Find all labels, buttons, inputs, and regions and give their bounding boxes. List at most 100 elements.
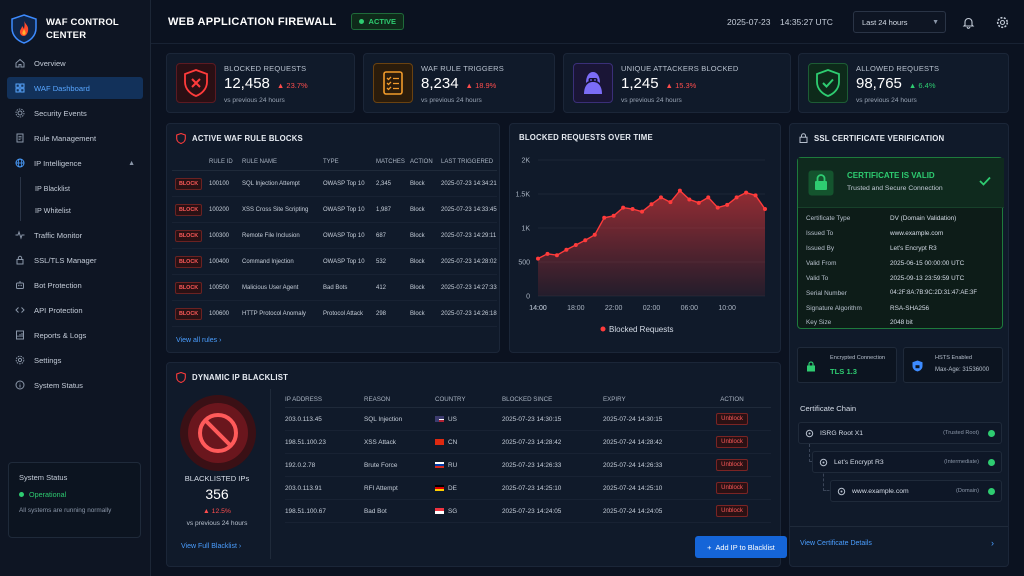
table-row[interactable]: BLOCK 100600 HTTP Protocol Anomaly Proto…	[172, 301, 497, 327]
chain-item-intermediate[interactable]: Let's Encrypt R3 (Intermediate)	[812, 451, 1002, 473]
sidebar-item-ssl-tls-manager[interactable]: SSL/TLS Manager	[7, 249, 143, 271]
chain-item-domain[interactable]: www.example.com (Domain)	[830, 480, 1002, 502]
blocked-since: 2025-07-23 14:25:10	[502, 484, 562, 492]
data-point	[630, 206, 635, 211]
rule-name: Remote File Inclusion	[242, 232, 300, 239]
sidebar-item-ip-intelligence[interactable]: IP Intelligence ▲	[7, 152, 143, 174]
sidebar-nav: Overview WAF Dashboard Security Events R…	[0, 52, 150, 396]
blocked-circle-icon	[180, 395, 256, 471]
cert-detail-value: 04:2F:8A:7B:9C:2D:31:47:AE:3F	[890, 290, 978, 296]
y-tick-label: 1K	[521, 226, 530, 233]
report-icon	[14, 330, 25, 341]
rule-last-triggered: 2025-07-23 14:28:02	[441, 258, 497, 265]
table-row: 203.0.113.45 SQL Injection US 2025-07-23…	[285, 408, 771, 431]
block-badge: BLOCK	[175, 177, 203, 190]
data-point	[640, 209, 645, 214]
lock-icon	[799, 133, 808, 143]
sidebar-item-security-events[interactable]: Security Events	[7, 102, 143, 124]
rule-action: Block	[410, 206, 425, 213]
sidebar-item-api-protection[interactable]: API Protection	[7, 299, 143, 321]
view-certificate-details-link[interactable]: View Certificate Details	[800, 540, 872, 547]
data-point	[611, 213, 616, 218]
rule-matches: 1,987	[376, 206, 392, 213]
table-row[interactable]: BLOCK 100400 Command Injection OWASP Top…	[172, 249, 497, 275]
table-row[interactable]: BLOCK 100100 SQL Injection Attempt OWASP…	[172, 171, 497, 197]
x-tick-label: 14:00	[529, 305, 547, 312]
globe-icon	[14, 158, 25, 169]
table-row[interactable]: BLOCK 100300 Remote File Inclusion OWASP…	[172, 223, 497, 249]
unblock-button[interactable]: Unblock	[716, 505, 748, 517]
blacklisted-change-value: 12.5%	[211, 508, 231, 515]
ssl-title: SSL CERTIFICATE VERIFICATION	[814, 133, 945, 143]
sidebar-item-waf-dashboard[interactable]: WAF Dashboard	[7, 77, 143, 99]
sidebar-item-label: IP Intelligence	[34, 158, 82, 168]
unblock-button[interactable]: Unblock	[716, 482, 748, 494]
unblock-button[interactable]: Unblock	[716, 413, 748, 425]
sidebar-item-reports-logs[interactable]: Reports & Logs	[7, 324, 143, 346]
stat-sub: vs previous 24 hours	[621, 97, 682, 104]
unblock-button[interactable]: Unblock	[716, 436, 748, 448]
link-icon	[805, 429, 814, 437]
link-icon	[837, 487, 846, 495]
chevron-right-icon[interactable]: ›	[991, 538, 994, 548]
header-date: 2025-07-23	[727, 16, 771, 27]
chain-tag: (Intermediate)	[944, 459, 979, 465]
bell-icon[interactable]	[959, 13, 977, 31]
hooded-attacker-icon	[584, 72, 602, 94]
rule-blocks-panel: ACTIVE WAF RULE BLOCKS RULE ID RULE NAME…	[166, 123, 500, 353]
time-range-select[interactable]: Last 24 hours ▼	[853, 11, 946, 33]
view-all-rules-link[interactable]: View all rules ›	[176, 337, 222, 344]
sidebar-item-settings[interactable]: Settings	[7, 349, 143, 371]
link-icon	[819, 458, 828, 466]
panel-title: ACTIVE WAF RULE BLOCKS	[176, 133, 303, 144]
country-code: US	[448, 415, 457, 423]
unblock-button[interactable]: Unblock	[716, 459, 748, 471]
add-ip-label: Add IP to Blacklist	[715, 542, 775, 552]
panel-title: DYNAMIC IP BLACKLIST	[176, 372, 288, 383]
column-header: REASON	[364, 395, 391, 403]
rule-type: OWASP Top 10	[323, 180, 365, 187]
data-point	[554, 253, 559, 258]
check-circle-icon	[988, 487, 995, 495]
table-row: 203.0.113.91 RFI Attempt DE 2025-07-23 1…	[285, 477, 771, 500]
chain-item-root[interactable]: ISRG Root X1 (Trusted Root)	[798, 422, 1002, 444]
data-point	[658, 195, 663, 200]
sidebar-subitem-ip-blacklist[interactable]: IP Blacklist	[20, 177, 143, 199]
sidebar-item-bot-protection[interactable]: Bot Protection	[7, 274, 143, 296]
header: WEB APPLICATION FIREWALL ACTIVE 2025-07-…	[151, 0, 1024, 44]
sidebar-item-rule-management[interactable]: Rule Management	[7, 127, 143, 149]
sidebar-item-system-status[interactable]: System Status	[7, 374, 143, 396]
x-tick-label: 22:00	[605, 305, 623, 312]
plus-icon: +	[707, 542, 712, 552]
sidebar-subitem-ip-whitelist[interactable]: IP Whitelist	[20, 199, 143, 221]
settings-gear-icon	[14, 355, 25, 366]
block-badge-cell: BLOCK	[172, 255, 209, 268]
data-point	[715, 205, 720, 210]
sidebar-item-overview[interactable]: Overview	[7, 52, 143, 74]
rule-matches: 412	[376, 284, 387, 291]
table-row[interactable]: BLOCK 100500 Malicious User Agent Bad Bo…	[172, 275, 497, 301]
data-point	[564, 247, 569, 252]
rule-last-triggered: 2025-07-23 14:29:11	[441, 232, 497, 239]
block-reason: Bad Bot	[364, 507, 387, 515]
cert-detail-value: 2025-09-13 23:59:59 UTC	[890, 275, 965, 282]
settings-icon[interactable]	[993, 13, 1011, 31]
chevron-up-icon[interactable]: ▲	[128, 159, 135, 167]
cert-detail-key: Serial Number	[806, 290, 847, 297]
rule-name: SQL Injection Attempt	[242, 180, 300, 187]
blocked-since: 2025-07-23 14:28:42	[502, 438, 562, 446]
rule-type: OWASP Top 10	[323, 258, 365, 265]
add-ip-to-blacklist-button[interactable]: + Add IP to Blacklist	[695, 536, 787, 558]
blacklist-table: IP ADDRESS REASON COUNTRY BLOCKED SINCE …	[285, 391, 771, 523]
view-full-blacklist-link[interactable]: View Full Blacklist ›	[181, 543, 242, 550]
data-point	[573, 243, 578, 247]
expiry: 2025-07-24 14:25:10	[603, 484, 663, 492]
check-circle-icon	[988, 458, 995, 466]
home-icon	[14, 58, 25, 69]
document-icon	[14, 133, 25, 144]
code-icon	[14, 305, 25, 316]
rule-id: 100200	[209, 206, 230, 213]
table-row[interactable]: BLOCK 100200 XSS Cross Site Scripting OW…	[172, 197, 497, 223]
sidebar-item-traffic-monitor[interactable]: Traffic Monitor	[7, 224, 143, 246]
